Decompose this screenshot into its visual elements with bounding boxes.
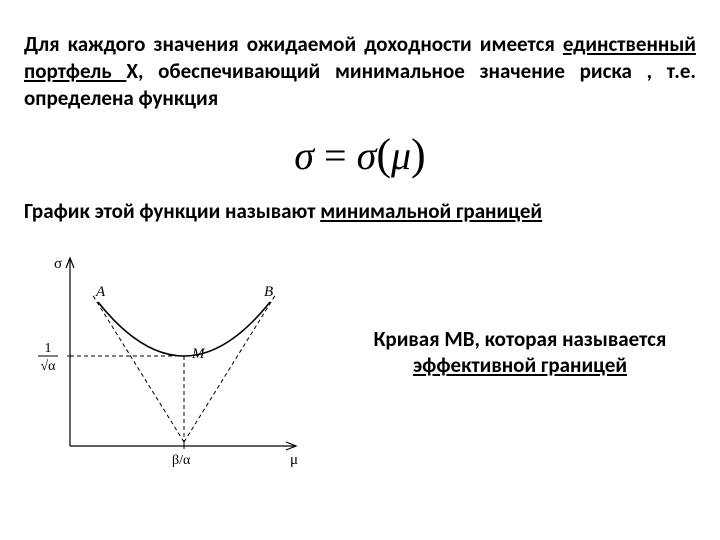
svg-text:1: 1 — [45, 341, 52, 356]
svg-text:μ: μ — [290, 452, 298, 468]
text: График этой функции называют — [24, 198, 320, 224]
intro-paragraph: Для каждого значения ожидаемой доходност… — [24, 31, 696, 112]
sigma-mu-chart: σ μ A B Mβ/α 1 √α — [24, 246, 314, 476]
svg-text:B: B — [264, 284, 273, 300]
sigma-lhs: σ — [294, 133, 314, 178]
sigma-rhs: σ — [357, 133, 377, 178]
svg-text:σ: σ — [54, 256, 62, 272]
underline-word: минимальной границей — [320, 198, 542, 224]
side-caption: Кривая МВ, которая называется эффективно… — [314, 246, 696, 380]
underline-word: эффективной границей — [413, 352, 627, 378]
svg-text:M: M — [191, 346, 206, 362]
equals: = — [314, 133, 357, 178]
underline-word: единственный — [563, 31, 696, 57]
text: Для каждого значения ожидаемой доходност… — [24, 31, 563, 57]
svg-text:√α: √α — [40, 359, 56, 374]
caption-paragraph: График этой функции называют минимальной… — [24, 198, 696, 225]
paren-close: ) — [411, 130, 426, 179]
mu-arg: μ — [391, 133, 411, 178]
text: Кривая МВ, которая называется — [374, 326, 667, 352]
underline-word: портфель — [24, 58, 126, 84]
formula: σ = σ(μ) — [24, 133, 696, 177]
svg-text:β/α: β/α — [172, 453, 191, 468]
svg-text:A: A — [95, 284, 106, 300]
paren-open: ( — [376, 130, 391, 179]
